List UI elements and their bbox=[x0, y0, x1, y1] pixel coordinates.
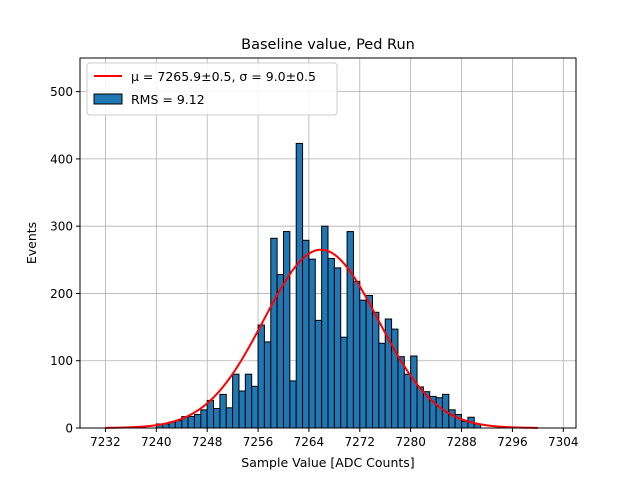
y-tick-label: 100 bbox=[50, 354, 73, 368]
histogram-bar bbox=[200, 409, 208, 429]
legend-box bbox=[86, 62, 338, 116]
histogram-bar bbox=[340, 336, 348, 429]
histogram-bar bbox=[397, 356, 405, 429]
y-tick-label: 500 bbox=[50, 85, 73, 99]
histogram-bar bbox=[321, 225, 329, 429]
histogram-bar bbox=[295, 142, 304, 429]
histogram-bar bbox=[270, 237, 278, 429]
legend-hist-label: RMS = 9.12 bbox=[131, 92, 205, 107]
histogram-bar bbox=[391, 328, 399, 429]
histogram-bar bbox=[410, 355, 418, 429]
histogram-bar bbox=[416, 386, 424, 429]
x-tick-label: 7296 bbox=[497, 435, 528, 449]
histogram-bar bbox=[314, 319, 323, 429]
histogram-bar bbox=[244, 373, 253, 429]
histogram-bar bbox=[206, 399, 215, 429]
y-tick-label: 400 bbox=[50, 152, 73, 166]
histogram-bar bbox=[346, 231, 354, 429]
x-tick-label: 7264 bbox=[294, 435, 325, 449]
histogram-bar bbox=[238, 390, 246, 429]
histogram-bar bbox=[365, 294, 374, 429]
histogram-bar bbox=[213, 407, 221, 429]
histogram-bar bbox=[308, 258, 316, 429]
histogram-bar bbox=[448, 409, 456, 429]
y-axis-ticks: 0 100 200 300 400 500 bbox=[50, 85, 80, 436]
histogram-bar bbox=[276, 274, 284, 429]
y-tick-label: 0 bbox=[65, 422, 73, 436]
x-tick-label: 7288 bbox=[446, 435, 477, 449]
histogram-bar bbox=[289, 380, 297, 429]
legend: μ = 7265.9±0.5, σ = 9.0±0.5 RMS = 9.12 bbox=[86, 62, 338, 116]
x-tick-label: 7232 bbox=[90, 435, 121, 449]
histogram-bar bbox=[352, 280, 361, 429]
x-tick-label: 7280 bbox=[395, 435, 426, 449]
x-tick-label: 7304 bbox=[548, 435, 579, 449]
gaussian-fit-curve bbox=[105, 248, 538, 429]
legend-hist-swatch bbox=[93, 93, 123, 105]
plot-frame bbox=[79, 57, 577, 429]
x-axis-ticks: 7232 7240 7248 7256 7264 7272 7280 7288 7296 7304 bbox=[90, 428, 579, 449]
x-tick-label: 7248 bbox=[192, 435, 223, 449]
x-axis-label: Sample Value [ADC Counts] bbox=[241, 455, 414, 470]
x-tick-label: 7256 bbox=[243, 435, 274, 449]
histogram-bar bbox=[232, 373, 240, 429]
histogram-bar bbox=[378, 342, 386, 429]
x-tick-label: 7272 bbox=[345, 435, 376, 449]
y-tick-label: 300 bbox=[50, 220, 73, 234]
histogram-bar bbox=[461, 420, 469, 429]
histogram-bar bbox=[359, 299, 367, 429]
histogram-bar bbox=[282, 231, 291, 429]
histogram-bar bbox=[225, 407, 234, 429]
legend-fit-label: μ = 7265.9±0.5, σ = 9.0±0.5 bbox=[131, 69, 316, 84]
histogram-bar bbox=[403, 373, 412, 429]
histogram-bar bbox=[219, 393, 227, 429]
histogram-bar bbox=[302, 239, 310, 429]
y-axis-label: Events bbox=[24, 222, 39, 264]
histogram-bar bbox=[372, 311, 380, 429]
histogram-bar bbox=[193, 414, 202, 429]
chart-title: Baseline value, Ped Run bbox=[241, 37, 415, 53]
histogram-bar bbox=[251, 385, 259, 429]
x-tick-label: 7240 bbox=[141, 435, 172, 449]
histogram-bar bbox=[333, 267, 342, 429]
y-tick-label: 200 bbox=[50, 287, 73, 301]
histogram-bar bbox=[435, 397, 443, 429]
histogram-bar bbox=[257, 324, 265, 429]
histogram-bar bbox=[187, 416, 195, 429]
histogram-bars bbox=[155, 142, 482, 429]
histogram-bar bbox=[327, 257, 335, 429]
histogram-bar bbox=[263, 341, 272, 429]
